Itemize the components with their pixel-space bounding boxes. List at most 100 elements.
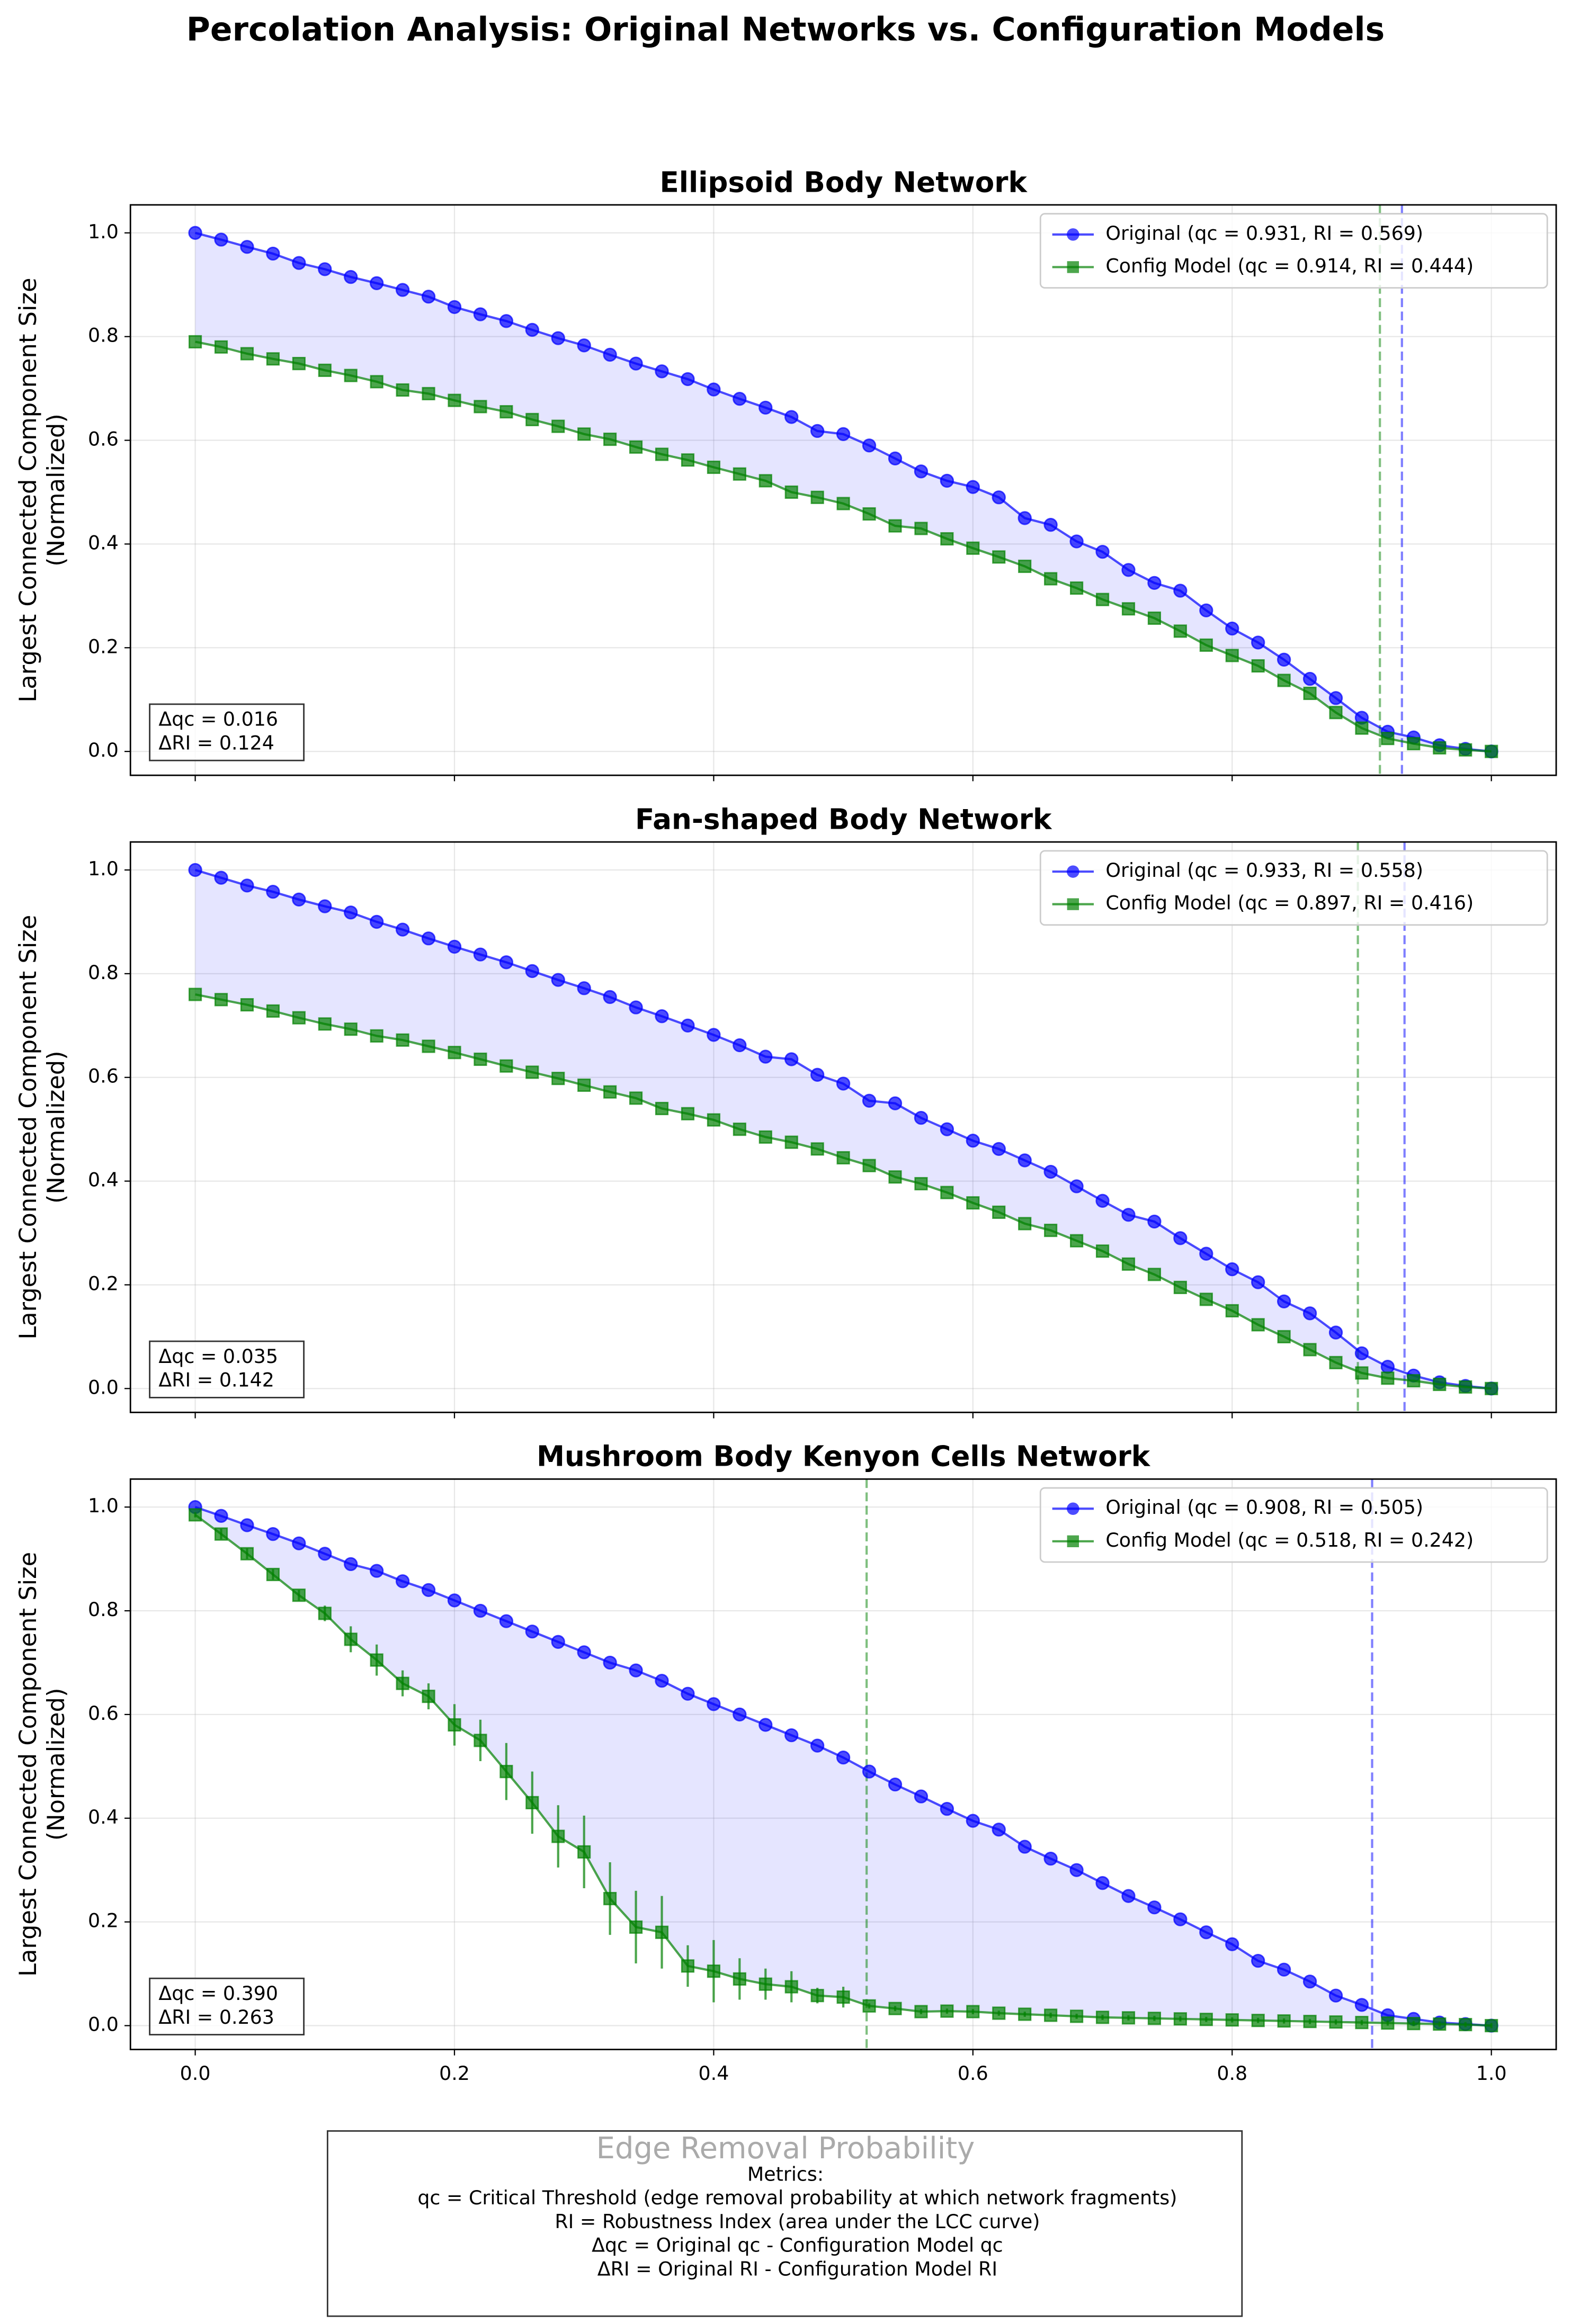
marker [603,990,617,1004]
marker [292,357,306,371]
marker [1485,1381,1498,1395]
marker [966,1196,980,1210]
marker [655,1009,669,1024]
marker [655,1925,669,1939]
marker [681,453,695,467]
metrics-line: ΔRI = Original RI - Configuration Model … [597,2257,997,2280]
y-tick-label: 0.8 [88,961,119,984]
marker [629,1663,643,1677]
marker [681,372,695,387]
marker [629,1091,643,1105]
marker [344,1022,358,1036]
marker [551,973,565,987]
marker [655,447,669,461]
marker [1277,1962,1291,1977]
marker [318,1547,332,1561]
marker [836,1151,850,1165]
marker [396,383,409,397]
marker [344,905,358,920]
marker [1407,1374,1421,1388]
marker [422,1039,435,1053]
annotation-text: Δqc = 0.390 [158,1982,278,2005]
marker [862,1093,877,1108]
marker [473,1603,488,1618]
y-tick-label: 0.6 [88,428,119,451]
marker [1199,1246,1213,1261]
legend-label: Config Model (qc = 0.518, RI = 0.242) [1105,1529,1474,1551]
marker [603,432,617,446]
marker [395,922,410,937]
marker [318,363,332,377]
marker [370,276,384,290]
marker [1199,1925,1213,1940]
marker [758,474,772,488]
marker [707,460,721,474]
marker [240,347,254,361]
marker [396,1033,409,1047]
annotation-text: ΔRI = 0.142 [158,1369,274,1392]
y-axis-label: (Normalized) [42,1051,70,1204]
marker [1355,2016,1369,2030]
marker [966,2005,980,2018]
y-axis-label: (Normalized) [42,1688,70,1841]
marker [810,490,824,504]
y-axis-label: (Normalized) [42,414,70,567]
marker [888,1777,903,1792]
marker [1018,2007,1032,2021]
marker [784,1135,798,1149]
legend-marker [1067,228,1079,241]
marker [655,364,669,379]
annotation-text: Δqc = 0.016 [158,708,278,731]
panel-title: Fan-shaped Body Network [635,803,1052,836]
marker [1147,611,1162,625]
metrics-line: qc = Critical Threshold (edge removal pr… [417,2186,1177,2209]
marker [784,1980,798,1994]
marker [1147,1214,1162,1229]
marker [603,1655,617,1670]
marker [266,352,280,366]
marker [525,322,539,337]
marker [1459,1380,1472,1394]
legend-marker [1067,898,1079,910]
marker [1329,2015,1343,2029]
marker [1173,2012,1187,2026]
legend-label: Original (qc = 0.931, RI = 0.569) [1105,222,1423,245]
marker [1303,1343,1317,1357]
marker [629,356,643,371]
marker [1225,2013,1239,2027]
marker [810,424,825,438]
marker [1433,1377,1447,1392]
marker [1018,1217,1032,1231]
marker [1251,1318,1265,1332]
marker [551,1829,565,1843]
marker [681,1959,695,1973]
marker [629,1000,643,1015]
marker [577,1845,591,1859]
marker [1251,1275,1265,1289]
marker [1199,603,1213,617]
marker [474,1052,487,1066]
x-tick-label: 0.6 [958,2062,988,2085]
marker [1017,511,1032,525]
marker [1147,2012,1162,2025]
marker [214,340,228,354]
legend-box [1039,850,1548,926]
marker [1225,649,1239,662]
marker [421,290,436,304]
legend-marker [1067,261,1079,273]
marker [1199,638,1213,652]
marker [499,1614,514,1628]
x-axis-label: Edge Removal Probability [596,2131,975,2166]
marker [421,1583,436,1598]
y-tick-label: 0.2 [88,1272,119,1295]
marker [214,1509,228,1523]
marker [1302,1306,1317,1321]
marker [344,1632,358,1646]
marker [758,1977,772,1991]
marker [1095,544,1110,559]
marker [940,1186,954,1199]
marker [1381,2016,1395,2030]
marker [1277,2014,1291,2028]
marker [862,1159,876,1172]
marker [1069,534,1084,549]
